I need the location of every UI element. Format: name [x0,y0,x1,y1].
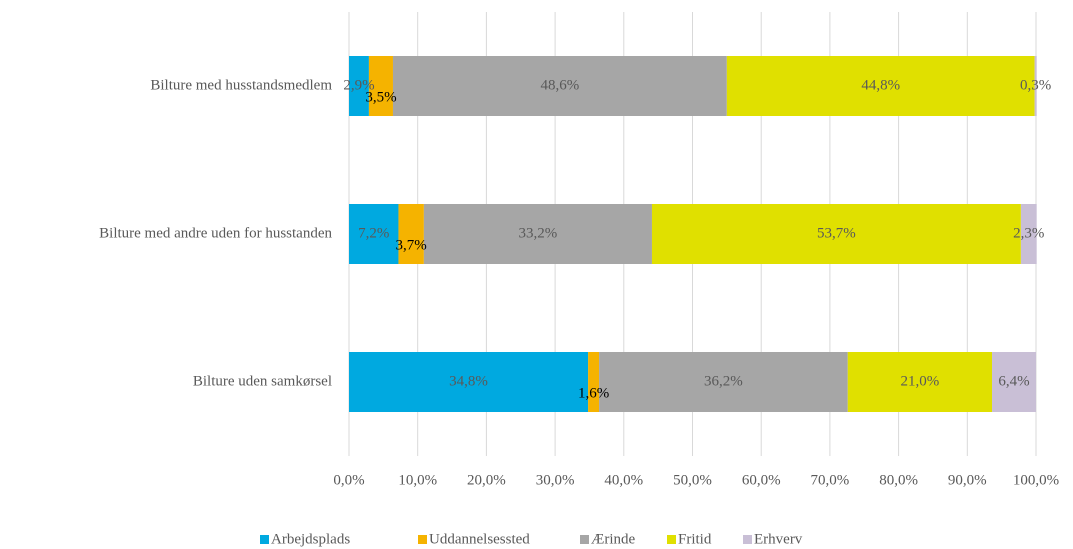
x-tick-label: 70,0% [811,472,850,488]
data-label: 0,3% [1020,77,1051,93]
legend-label: Arbejdsplads [271,531,350,547]
bar-segment [588,352,600,412]
x-tick-label: 90,0% [948,472,987,488]
data-label: 21,0% [901,373,940,389]
x-tick-label: 50,0% [673,472,712,488]
legend-label: Uddannelsessted [429,531,530,547]
bar-segment [349,352,589,412]
bar-segment [651,204,1021,264]
data-label: 7,2% [358,225,389,241]
data-label: 36,2% [704,373,743,389]
y-tick-label: Bilture med andre uden for husstanden [99,225,332,241]
data-label: 34,8% [449,373,488,389]
legend-swatch [418,535,427,544]
x-tick-label: 60,0% [742,472,781,488]
bar-segment [1034,56,1037,116]
data-label: 1,6% [578,385,609,401]
legend-swatch [580,535,589,544]
legend-swatch [743,535,752,544]
data-label: 44,8% [861,77,900,93]
bar-segment [1020,204,1037,264]
legend-swatch [667,535,676,544]
bar-segment [349,56,369,116]
data-label: 3,5% [365,89,396,105]
data-label: 3,7% [396,237,427,253]
bar-segment [392,56,727,116]
data-label: 2,3% [1013,225,1044,241]
bar-segment [726,56,1035,116]
legend-swatch [260,535,269,544]
bar-segment [599,352,848,412]
x-tick-label: 80,0% [879,472,918,488]
y-tick-label: Bilture med husstandsmedlem [150,77,332,93]
bar-segment [398,204,424,264]
x-tick-label: 40,0% [604,472,643,488]
x-tick-label: 0,0% [333,472,364,488]
legend-label: Fritid [678,531,712,547]
bar-segment [368,56,393,116]
data-label: 33,2% [519,225,558,241]
data-label: 6,4% [998,373,1029,389]
data-label: 48,6% [541,77,580,93]
x-tick-label: 10,0% [398,472,437,488]
y-tick-label: Bilture uden samkørsel [193,373,332,389]
bar-segment [847,352,993,412]
x-tick-label: 30,0% [536,472,575,488]
bar-segment [423,204,652,264]
x-tick-label: 20,0% [467,472,506,488]
data-label: 53,7% [817,225,856,241]
bar-segment [349,204,399,264]
legend-label: Ærinde [591,531,636,547]
bar-segment [992,352,1036,412]
x-tick-label: 100,0% [1013,472,1059,488]
data-label: 2,9% [343,77,374,93]
legend-label: Erhverv [754,531,803,547]
